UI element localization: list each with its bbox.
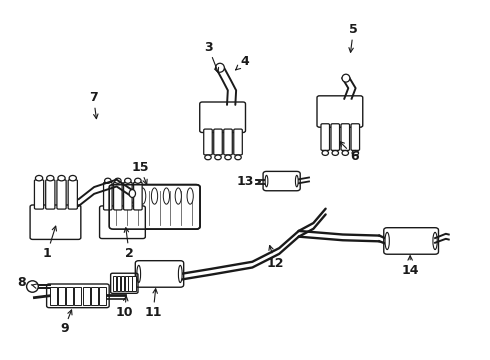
Ellipse shape bbox=[235, 155, 241, 160]
Ellipse shape bbox=[225, 155, 231, 160]
Text: 3: 3 bbox=[204, 41, 213, 54]
FancyBboxPatch shape bbox=[103, 182, 112, 210]
Ellipse shape bbox=[140, 188, 146, 204]
Ellipse shape bbox=[216, 63, 224, 72]
Ellipse shape bbox=[205, 155, 211, 160]
FancyBboxPatch shape bbox=[99, 206, 146, 239]
FancyBboxPatch shape bbox=[34, 180, 44, 209]
Text: 1: 1 bbox=[43, 247, 51, 260]
Ellipse shape bbox=[178, 265, 182, 283]
Ellipse shape bbox=[47, 175, 54, 181]
Ellipse shape bbox=[151, 188, 158, 204]
FancyBboxPatch shape bbox=[224, 129, 232, 155]
FancyBboxPatch shape bbox=[57, 180, 66, 209]
Text: 5: 5 bbox=[349, 23, 358, 36]
FancyBboxPatch shape bbox=[214, 129, 222, 155]
Ellipse shape bbox=[175, 188, 181, 204]
Text: 2: 2 bbox=[125, 247, 134, 260]
Text: 15: 15 bbox=[131, 161, 148, 174]
FancyBboxPatch shape bbox=[114, 182, 122, 210]
Bar bbox=[128, 276, 132, 291]
Ellipse shape bbox=[26, 281, 38, 292]
Ellipse shape bbox=[385, 232, 390, 249]
FancyBboxPatch shape bbox=[263, 171, 300, 191]
Ellipse shape bbox=[332, 150, 339, 156]
Ellipse shape bbox=[35, 175, 43, 181]
FancyBboxPatch shape bbox=[109, 185, 200, 229]
FancyBboxPatch shape bbox=[200, 102, 245, 132]
Text: 7: 7 bbox=[89, 91, 98, 104]
Ellipse shape bbox=[433, 232, 437, 249]
Ellipse shape bbox=[295, 175, 298, 187]
FancyBboxPatch shape bbox=[68, 180, 77, 209]
Bar bbox=[99, 287, 106, 305]
FancyBboxPatch shape bbox=[135, 261, 184, 287]
FancyBboxPatch shape bbox=[46, 180, 55, 209]
FancyBboxPatch shape bbox=[321, 124, 329, 150]
Ellipse shape bbox=[129, 190, 136, 198]
Ellipse shape bbox=[215, 155, 221, 160]
Bar bbox=[82, 287, 90, 305]
Ellipse shape bbox=[265, 175, 268, 187]
Bar bbox=[91, 287, 98, 305]
Bar bbox=[124, 276, 128, 291]
FancyBboxPatch shape bbox=[134, 182, 142, 210]
Text: 8: 8 bbox=[17, 276, 25, 289]
Bar bbox=[121, 276, 124, 291]
Ellipse shape bbox=[342, 74, 350, 82]
Text: 11: 11 bbox=[145, 306, 162, 319]
Ellipse shape bbox=[69, 175, 76, 181]
Text: 12: 12 bbox=[267, 257, 284, 270]
Ellipse shape bbox=[115, 178, 121, 183]
Bar bbox=[74, 287, 81, 305]
FancyBboxPatch shape bbox=[341, 124, 349, 150]
FancyBboxPatch shape bbox=[331, 124, 340, 150]
Bar bbox=[49, 287, 57, 305]
Ellipse shape bbox=[116, 188, 122, 204]
FancyBboxPatch shape bbox=[351, 124, 360, 150]
Text: 4: 4 bbox=[241, 55, 249, 68]
Ellipse shape bbox=[128, 188, 134, 204]
Bar bbox=[113, 276, 116, 291]
Text: 14: 14 bbox=[401, 264, 419, 277]
Text: 6: 6 bbox=[351, 150, 359, 163]
FancyBboxPatch shape bbox=[317, 96, 363, 127]
Ellipse shape bbox=[104, 178, 111, 183]
Ellipse shape bbox=[352, 150, 359, 156]
Bar bbox=[132, 276, 136, 291]
Bar bbox=[58, 287, 65, 305]
FancyBboxPatch shape bbox=[384, 228, 439, 254]
Ellipse shape bbox=[187, 188, 193, 204]
FancyBboxPatch shape bbox=[234, 129, 243, 155]
Text: 13: 13 bbox=[236, 175, 254, 188]
Ellipse shape bbox=[322, 150, 328, 156]
Text: 9: 9 bbox=[60, 322, 69, 335]
Ellipse shape bbox=[163, 188, 170, 204]
Bar bbox=[66, 287, 73, 305]
Ellipse shape bbox=[135, 178, 141, 183]
FancyBboxPatch shape bbox=[30, 205, 81, 239]
FancyBboxPatch shape bbox=[123, 182, 132, 210]
Text: 10: 10 bbox=[116, 306, 133, 319]
Ellipse shape bbox=[137, 265, 141, 283]
Ellipse shape bbox=[342, 150, 348, 156]
Ellipse shape bbox=[58, 175, 65, 181]
Bar bbox=[117, 276, 120, 291]
FancyBboxPatch shape bbox=[204, 129, 212, 155]
Ellipse shape bbox=[124, 178, 131, 183]
